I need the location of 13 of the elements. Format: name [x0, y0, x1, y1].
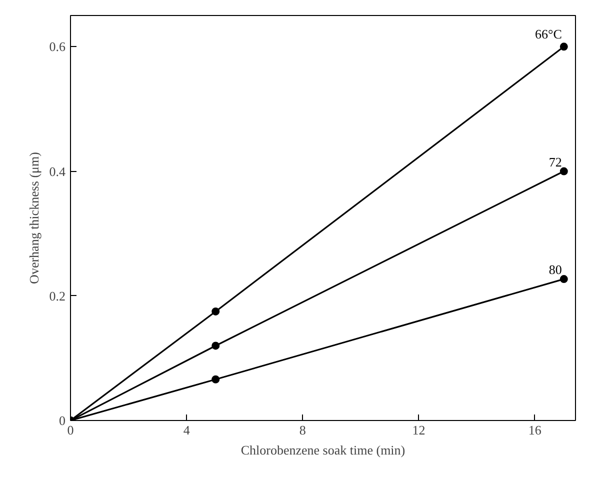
y-tick-label: 0	[59, 413, 66, 428]
series-label: 80	[548, 262, 562, 278]
x-tick-label: 16	[528, 422, 542, 438]
x-tick-label: 8	[299, 422, 306, 438]
series-label: 66°C	[535, 26, 562, 42]
y-tick-label: 0.6	[49, 39, 66, 54]
x-axis-title: Chlorobenzene soak time (min)	[240, 442, 406, 458]
y-tick-label: 0.4	[49, 164, 66, 179]
x-tick-label: 4	[183, 422, 190, 438]
y-tick-label: 0.2	[49, 288, 66, 304]
x-tick-label: 12	[412, 422, 426, 438]
y-axis-title: Overhang thickness (μm)	[26, 152, 42, 284]
series-label: 72	[548, 154, 562, 170]
